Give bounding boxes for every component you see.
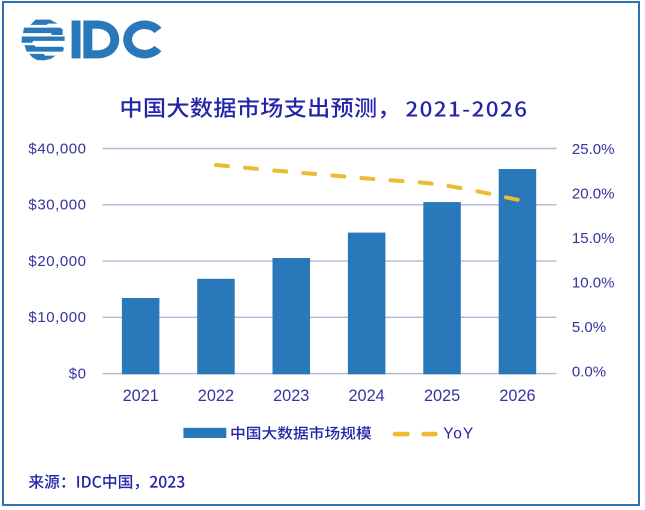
svg-text:2021: 2021 — [123, 387, 159, 405]
svg-text:$10,000: $10,000 — [28, 309, 86, 326]
svg-text:2025: 2025 — [424, 387, 460, 405]
svg-text:2023: 2023 — [273, 387, 309, 405]
svg-text:15.0%: 15.0% — [572, 230, 615, 247]
svg-text:$40,000: $40,000 — [28, 140, 86, 157]
svg-text:5.0%: 5.0% — [572, 319, 606, 336]
svg-text:2026: 2026 — [499, 387, 535, 405]
svg-text:2024: 2024 — [348, 387, 384, 405]
svg-text:0.0%: 0.0% — [572, 363, 606, 380]
svg-text:20.0%: 20.0% — [572, 186, 615, 203]
svg-text:$30,000: $30,000 — [28, 197, 86, 214]
svg-text:10.0%: 10.0% — [572, 274, 615, 291]
svg-text:YoY: YoY — [443, 426, 474, 443]
svg-text:$0: $0 — [69, 366, 87, 383]
svg-text:25.0%: 25.0% — [572, 141, 615, 158]
svg-text:$20,000: $20,000 — [28, 253, 86, 270]
svg-text:2022: 2022 — [198, 387, 234, 405]
